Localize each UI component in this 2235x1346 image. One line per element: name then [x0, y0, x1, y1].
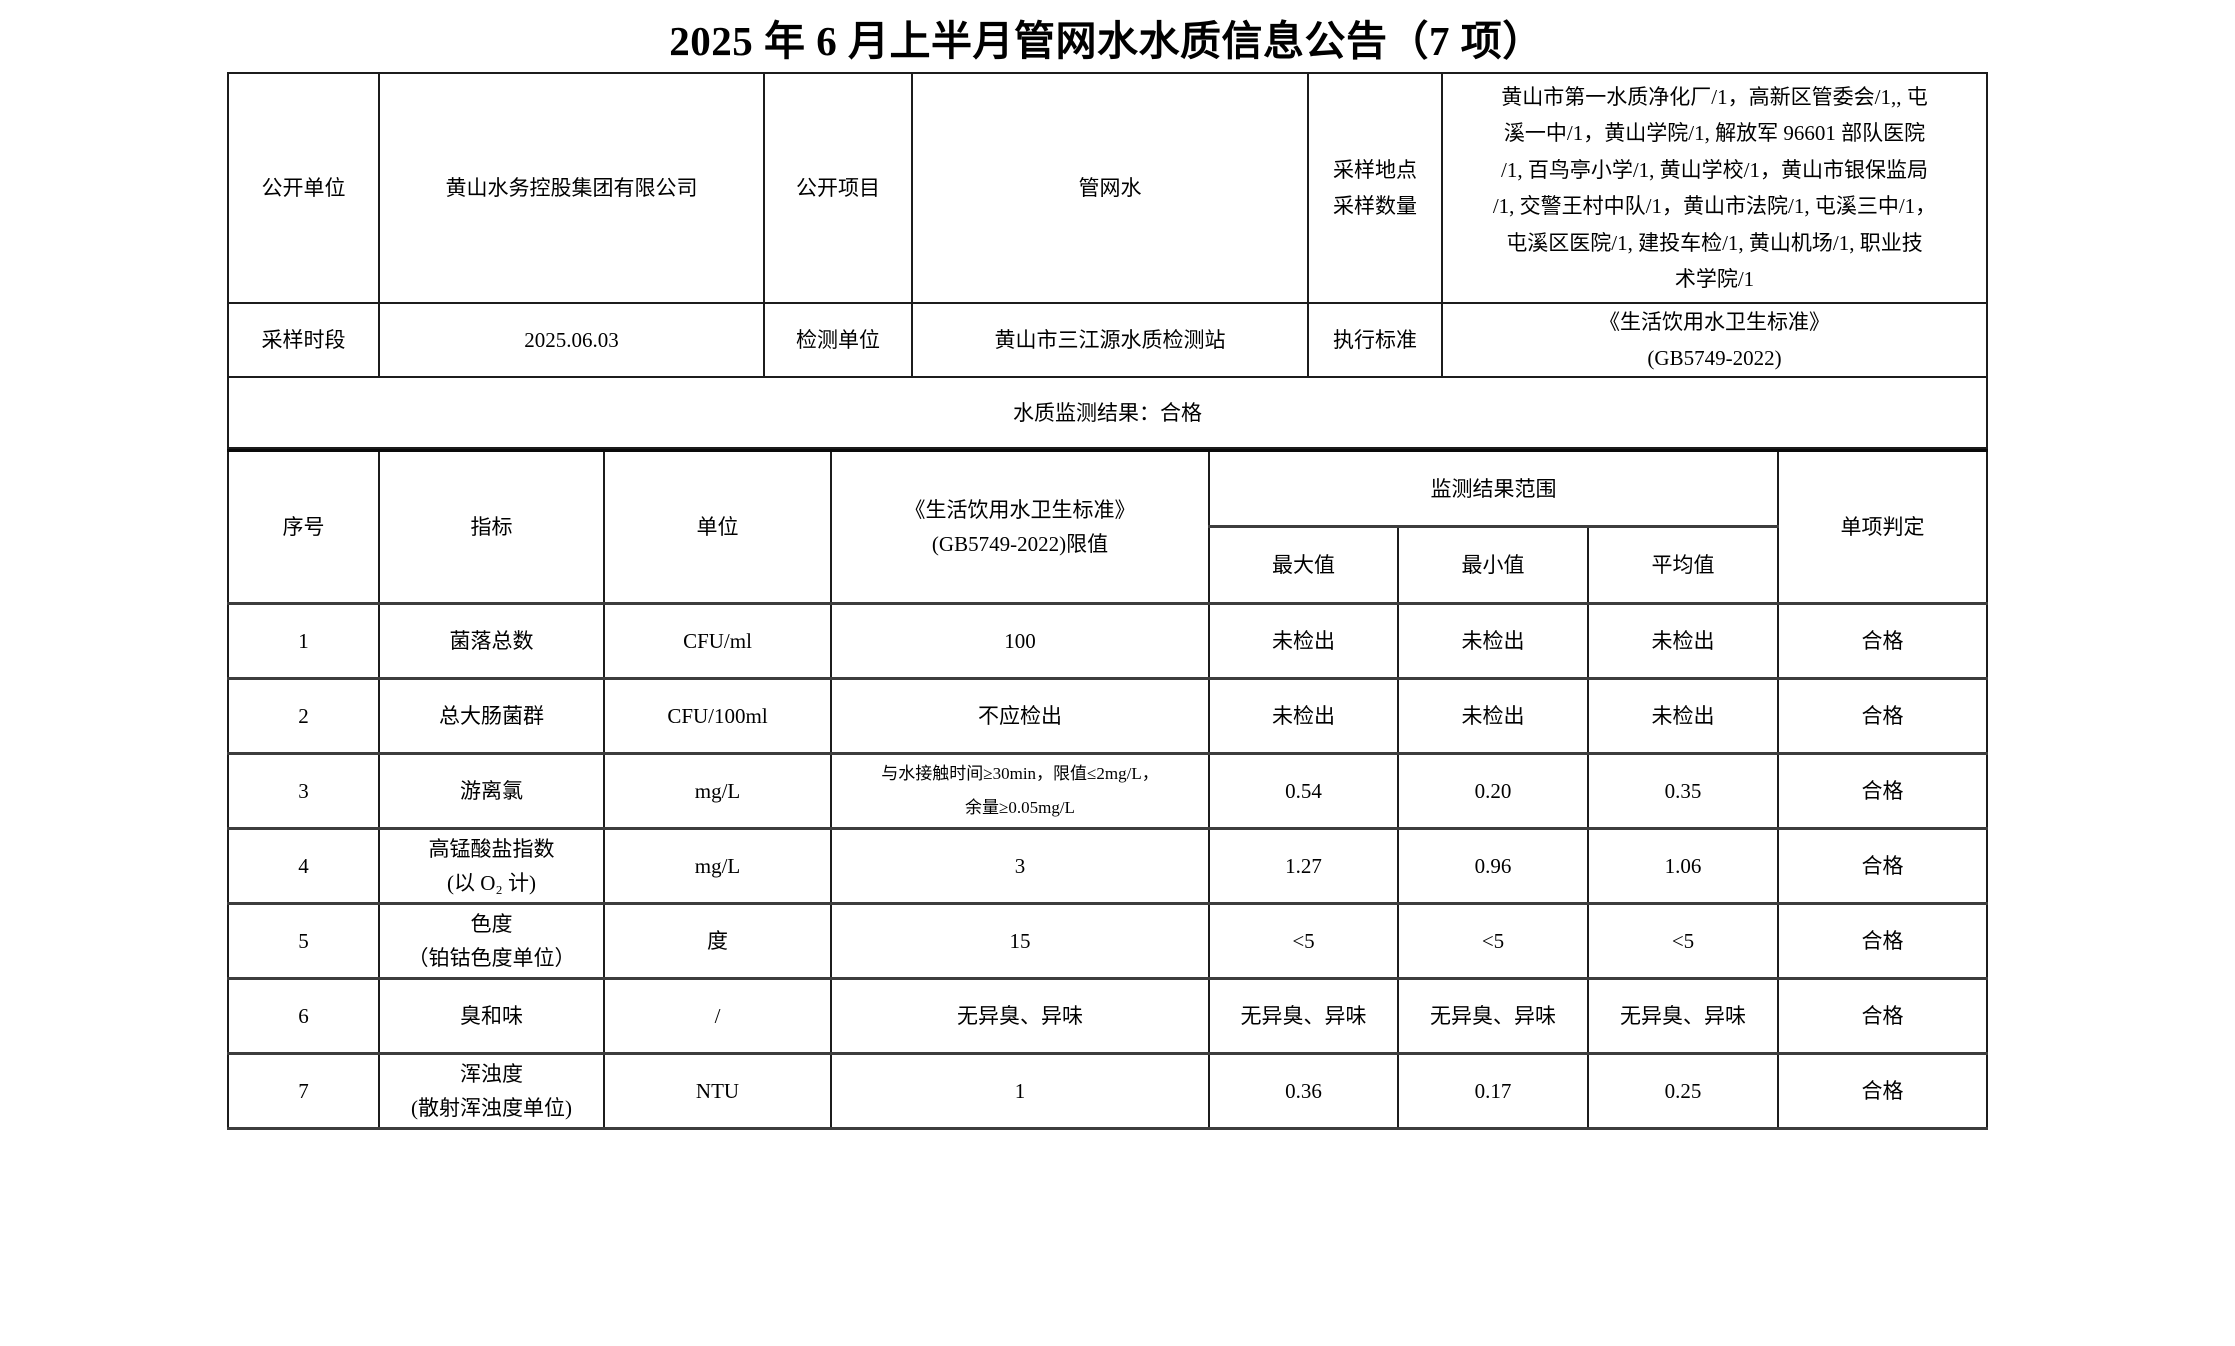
sampling-label: 采样地点 采样数量: [1307, 72, 1443, 304]
cell-unit: /: [603, 977, 832, 1055]
public-unit-value: 黄山水务控股集团有限公司: [378, 72, 765, 304]
cell-no: 6: [227, 977, 380, 1055]
cell-avg: 1.06: [1586, 827, 1780, 905]
cell-no: 7: [227, 1052, 380, 1130]
cell-indicator: 色度 （铂钴色度单位）: [378, 902, 605, 980]
cell-limit: 无异臭、异味: [830, 977, 1210, 1055]
table-row: 1 菌落总数 CFU/ml 100 未检出 未检出 未检出 合格: [227, 602, 1989, 680]
cell-no: 4: [227, 827, 380, 905]
cell-no: 5: [227, 902, 380, 980]
sampling-locations-value: 黄山市第一水质净化厂/1，高新区管委会/1,, 屯 溪一中/1，黄山学院/1, …: [1441, 72, 1988, 304]
public-item-label: 公开项目: [763, 72, 913, 304]
cell-avg: <5: [1586, 902, 1780, 980]
header-row-sub: 最大值 最小值 平均值: [228, 525, 1987, 605]
cell-max: 0.54: [1208, 752, 1399, 830]
cell-judge: 合格: [1777, 1052, 1989, 1130]
page-title: 2025 年 6 月上半月管网水水质信息公告（7 项）: [669, 18, 1544, 64]
sampling-period-label: 采样时段: [227, 302, 380, 378]
cell-no: 1: [227, 602, 380, 680]
col-header-limit: 《生活饮用水卫生标准》 (GB5749-2022)限值: [830, 449, 1210, 605]
result-banner: 水质监测结果：合格: [227, 376, 1988, 449]
cell-limit: 与水接触时间≥30min，限值≤2mg/L， 余量≥0.05mg/L: [830, 752, 1210, 830]
cell-indicator: 浑浊度 (散射浑浊度单位): [378, 1052, 605, 1130]
cell-max: 1.27: [1208, 827, 1399, 905]
cell-indicator: 菌落总数: [378, 602, 605, 680]
col-header-avg: 平均值: [1586, 525, 1780, 605]
cell-indicator: 游离氯: [378, 752, 605, 830]
cell-indicator: 臭和味: [378, 977, 605, 1055]
col-header-range: 监测结果范围: [1207, 449, 1780, 528]
col-header-max: 最大值: [1208, 525, 1399, 605]
cell-judge: 合格: [1777, 902, 1989, 980]
cell-indicator: 总大肠菌群: [378, 677, 605, 755]
table-row: 3 游离氯 mg/L 与水接触时间≥30min，限值≤2mg/L， 余量≥0.0…: [227, 752, 1989, 830]
cell-judge: 合格: [1777, 677, 1989, 755]
standard-value: 《生活饮用水卫生标准》 (GB5749-2022): [1441, 302, 1988, 378]
table-row: 6 臭和味 / 无异臭、异味 无异臭、异味 无异臭、异味 无异臭、异味 合格: [227, 977, 1989, 1055]
cell-unit: NTU: [603, 1052, 832, 1130]
cell-limit: 1: [830, 1052, 1210, 1130]
cell-unit: CFU/ml: [603, 602, 832, 680]
table-row: 2 总大肠菌群 CFU/100ml 不应检出 未检出 未检出 未检出 合格: [227, 677, 1989, 755]
cell-avg: 0.25: [1586, 1052, 1780, 1130]
results-table: 序号 指标 单位 《生活饮用水卫生标准》 (GB5749-2022)限值 监测结…: [227, 449, 1989, 1130]
cell-judge: 合格: [1777, 602, 1989, 680]
cell-min: <5: [1397, 902, 1589, 980]
cell-limit: 不应检出: [830, 677, 1210, 755]
test-unit-value: 黄山市三江源水质检测站: [911, 302, 1309, 378]
cell-limit: 3: [830, 827, 1210, 905]
info-row-2: 采样时段 2025.06.03 检测单位 黄山市三江源水质检测站 执行标准 《生…: [227, 302, 1988, 378]
public-unit-label: 公开单位: [227, 72, 380, 304]
cell-max: 未检出: [1208, 677, 1399, 755]
col-header-unit: 单位: [603, 449, 832, 605]
cell-limit: 15: [830, 902, 1210, 980]
info-row-1: 公开单位 黄山水务控股集团有限公司 公开项目 管网水 采样地点 采样数量 黄山市…: [227, 72, 1988, 304]
cell-min: 0.96: [1397, 827, 1589, 905]
cell-min: 0.20: [1397, 752, 1589, 830]
cell-min: 无异臭、异味: [1397, 977, 1589, 1055]
col-header-judge: 单项判定: [1777, 449, 1989, 605]
cell-limit: 100: [830, 602, 1210, 680]
announcement-document: 2025 年 6 月上半月管网水水质信息公告（7 项） 公开单位 黄山水务控股集…: [227, 0, 1989, 1130]
cell-unit: mg/L: [603, 752, 832, 830]
header-row-top: 序号 指标 单位 《生活饮用水卫生标准》 (GB5749-2022)限值 监测结…: [227, 449, 1989, 605]
cell-no: 2: [227, 677, 380, 755]
col-header-no: 序号: [227, 449, 380, 605]
cell-min: 0.17: [1397, 1052, 1589, 1130]
cell-max: 无异臭、异味: [1208, 977, 1399, 1055]
cell-avg: 未检出: [1586, 677, 1780, 755]
sampling-period-value: 2025.06.03: [378, 302, 765, 378]
cell-avg: 无异臭、异味: [1586, 977, 1780, 1055]
cell-max: 未检出: [1208, 602, 1399, 680]
table-row: 4 高锰酸盐指数 (以 O₂ 计) mg/L 3 1.27 0.96 1.06 …: [227, 827, 1989, 905]
col-header-indicator: 指标: [378, 449, 605, 605]
cell-judge: 合格: [1777, 977, 1989, 1055]
result-banner-row: 水质监测结果：合格: [227, 376, 1988, 449]
cell-judge: 合格: [1777, 827, 1989, 905]
standard-label: 执行标准: [1307, 302, 1443, 378]
test-unit-label: 检测单位: [763, 302, 913, 378]
cell-min: 未检出: [1397, 602, 1589, 680]
cell-max: 0.36: [1208, 1052, 1399, 1130]
info-table: 公开单位 黄山水务控股集团有限公司 公开项目 管网水 采样地点 采样数量 黄山市…: [227, 72, 1988, 449]
cell-judge: 合格: [1777, 752, 1989, 830]
table-row: 5 色度 （铂钴色度单位） 度 15 <5 <5 <5 合格: [227, 902, 1989, 980]
cell-unit: CFU/100ml: [603, 677, 832, 755]
cell-indicator: 高锰酸盐指数 (以 O₂ 计): [378, 827, 605, 905]
public-item-value: 管网水: [911, 72, 1309, 304]
cell-avg: 未检出: [1586, 602, 1780, 680]
table-row: 7 浑浊度 (散射浑浊度单位) NTU 1 0.36 0.17 0.25 合格: [227, 1052, 1989, 1130]
cell-no: 3: [227, 752, 380, 830]
cell-avg: 0.35: [1586, 752, 1780, 830]
col-header-min: 最小值: [1397, 525, 1589, 605]
cell-unit: 度: [603, 902, 832, 980]
cell-max: <5: [1208, 902, 1399, 980]
cell-min: 未检出: [1397, 677, 1589, 755]
cell-unit: mg/L: [603, 827, 832, 905]
